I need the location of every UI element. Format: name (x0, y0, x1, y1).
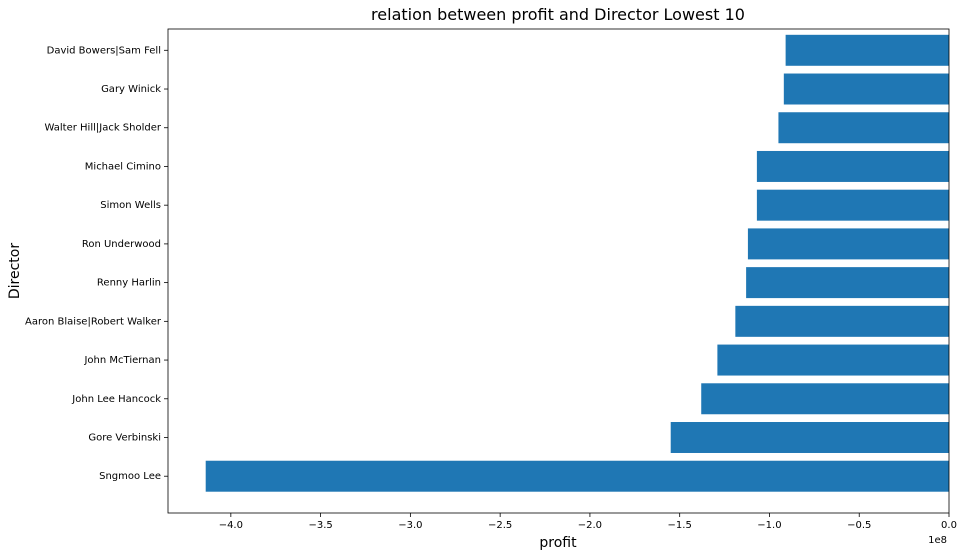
bar (717, 344, 949, 376)
y-tick-label: Sngmoo Lee (99, 471, 161, 482)
plot-frame-border (167, 28, 950, 514)
x-axis-offset-label: 1e8 (928, 535, 947, 546)
y-tick-label: Gore Verbinski (88, 432, 161, 443)
y-tick-label: Michael Cimino (85, 161, 161, 172)
x-tick-label: −4.0 (219, 520, 243, 531)
y-tick-label: Simon Wells (100, 200, 161, 211)
x-tick-label: −0.5 (847, 520, 871, 531)
y-tick-label: Walter Hill|Jack Sholder (45, 123, 162, 134)
y-tick-label: Gary Winick (101, 84, 161, 95)
x-tick-label: −2.0 (578, 520, 602, 531)
y-tick-label: Renny Harlin (97, 278, 161, 289)
y-tick-label: Aaron Blaise|Robert Walker (25, 316, 162, 327)
bar (670, 422, 949, 453)
x-tick-label: −1.0 (757, 520, 781, 531)
bars-group (205, 34, 950, 492)
y-axis-label: Director (7, 243, 23, 299)
bar (778, 112, 949, 144)
bar (783, 73, 949, 105)
bar (205, 460, 950, 492)
bar (746, 267, 949, 299)
bar (785, 34, 949, 66)
x-tick-label: −3.0 (398, 520, 422, 531)
y-tick-label: John Lee Hancock (71, 394, 161, 405)
x-tick-label: −3.5 (308, 520, 332, 531)
x-axis-label: profit (539, 535, 577, 551)
bar (747, 228, 949, 260)
chart-title: relation between profit and Director Low… (371, 5, 745, 24)
plot-frame (167, 28, 950, 514)
x-tick-label: 0.0 (941, 520, 957, 531)
bar (735, 305, 949, 337)
bar (756, 150, 949, 182)
bar (701, 383, 949, 415)
x-tick-label: −2.5 (488, 520, 512, 531)
x-axis-ticks: −4.0 −3.5 −3.0 −2.5 −2.0 −1.5 −1.0 −0.5 0.0 (219, 513, 957, 531)
y-tick-label: David Bowers|Sam Fell (47, 45, 161, 56)
x-tick-label: −1.5 (668, 520, 692, 531)
bar (756, 189, 949, 221)
y-axis-ticks: Sngmoo Lee Gore Verbinski John Lee Hancock… (25, 45, 168, 482)
y-tick-label: Ron Underwood (82, 239, 161, 250)
y-tick-label: John McTiernan (83, 355, 161, 366)
